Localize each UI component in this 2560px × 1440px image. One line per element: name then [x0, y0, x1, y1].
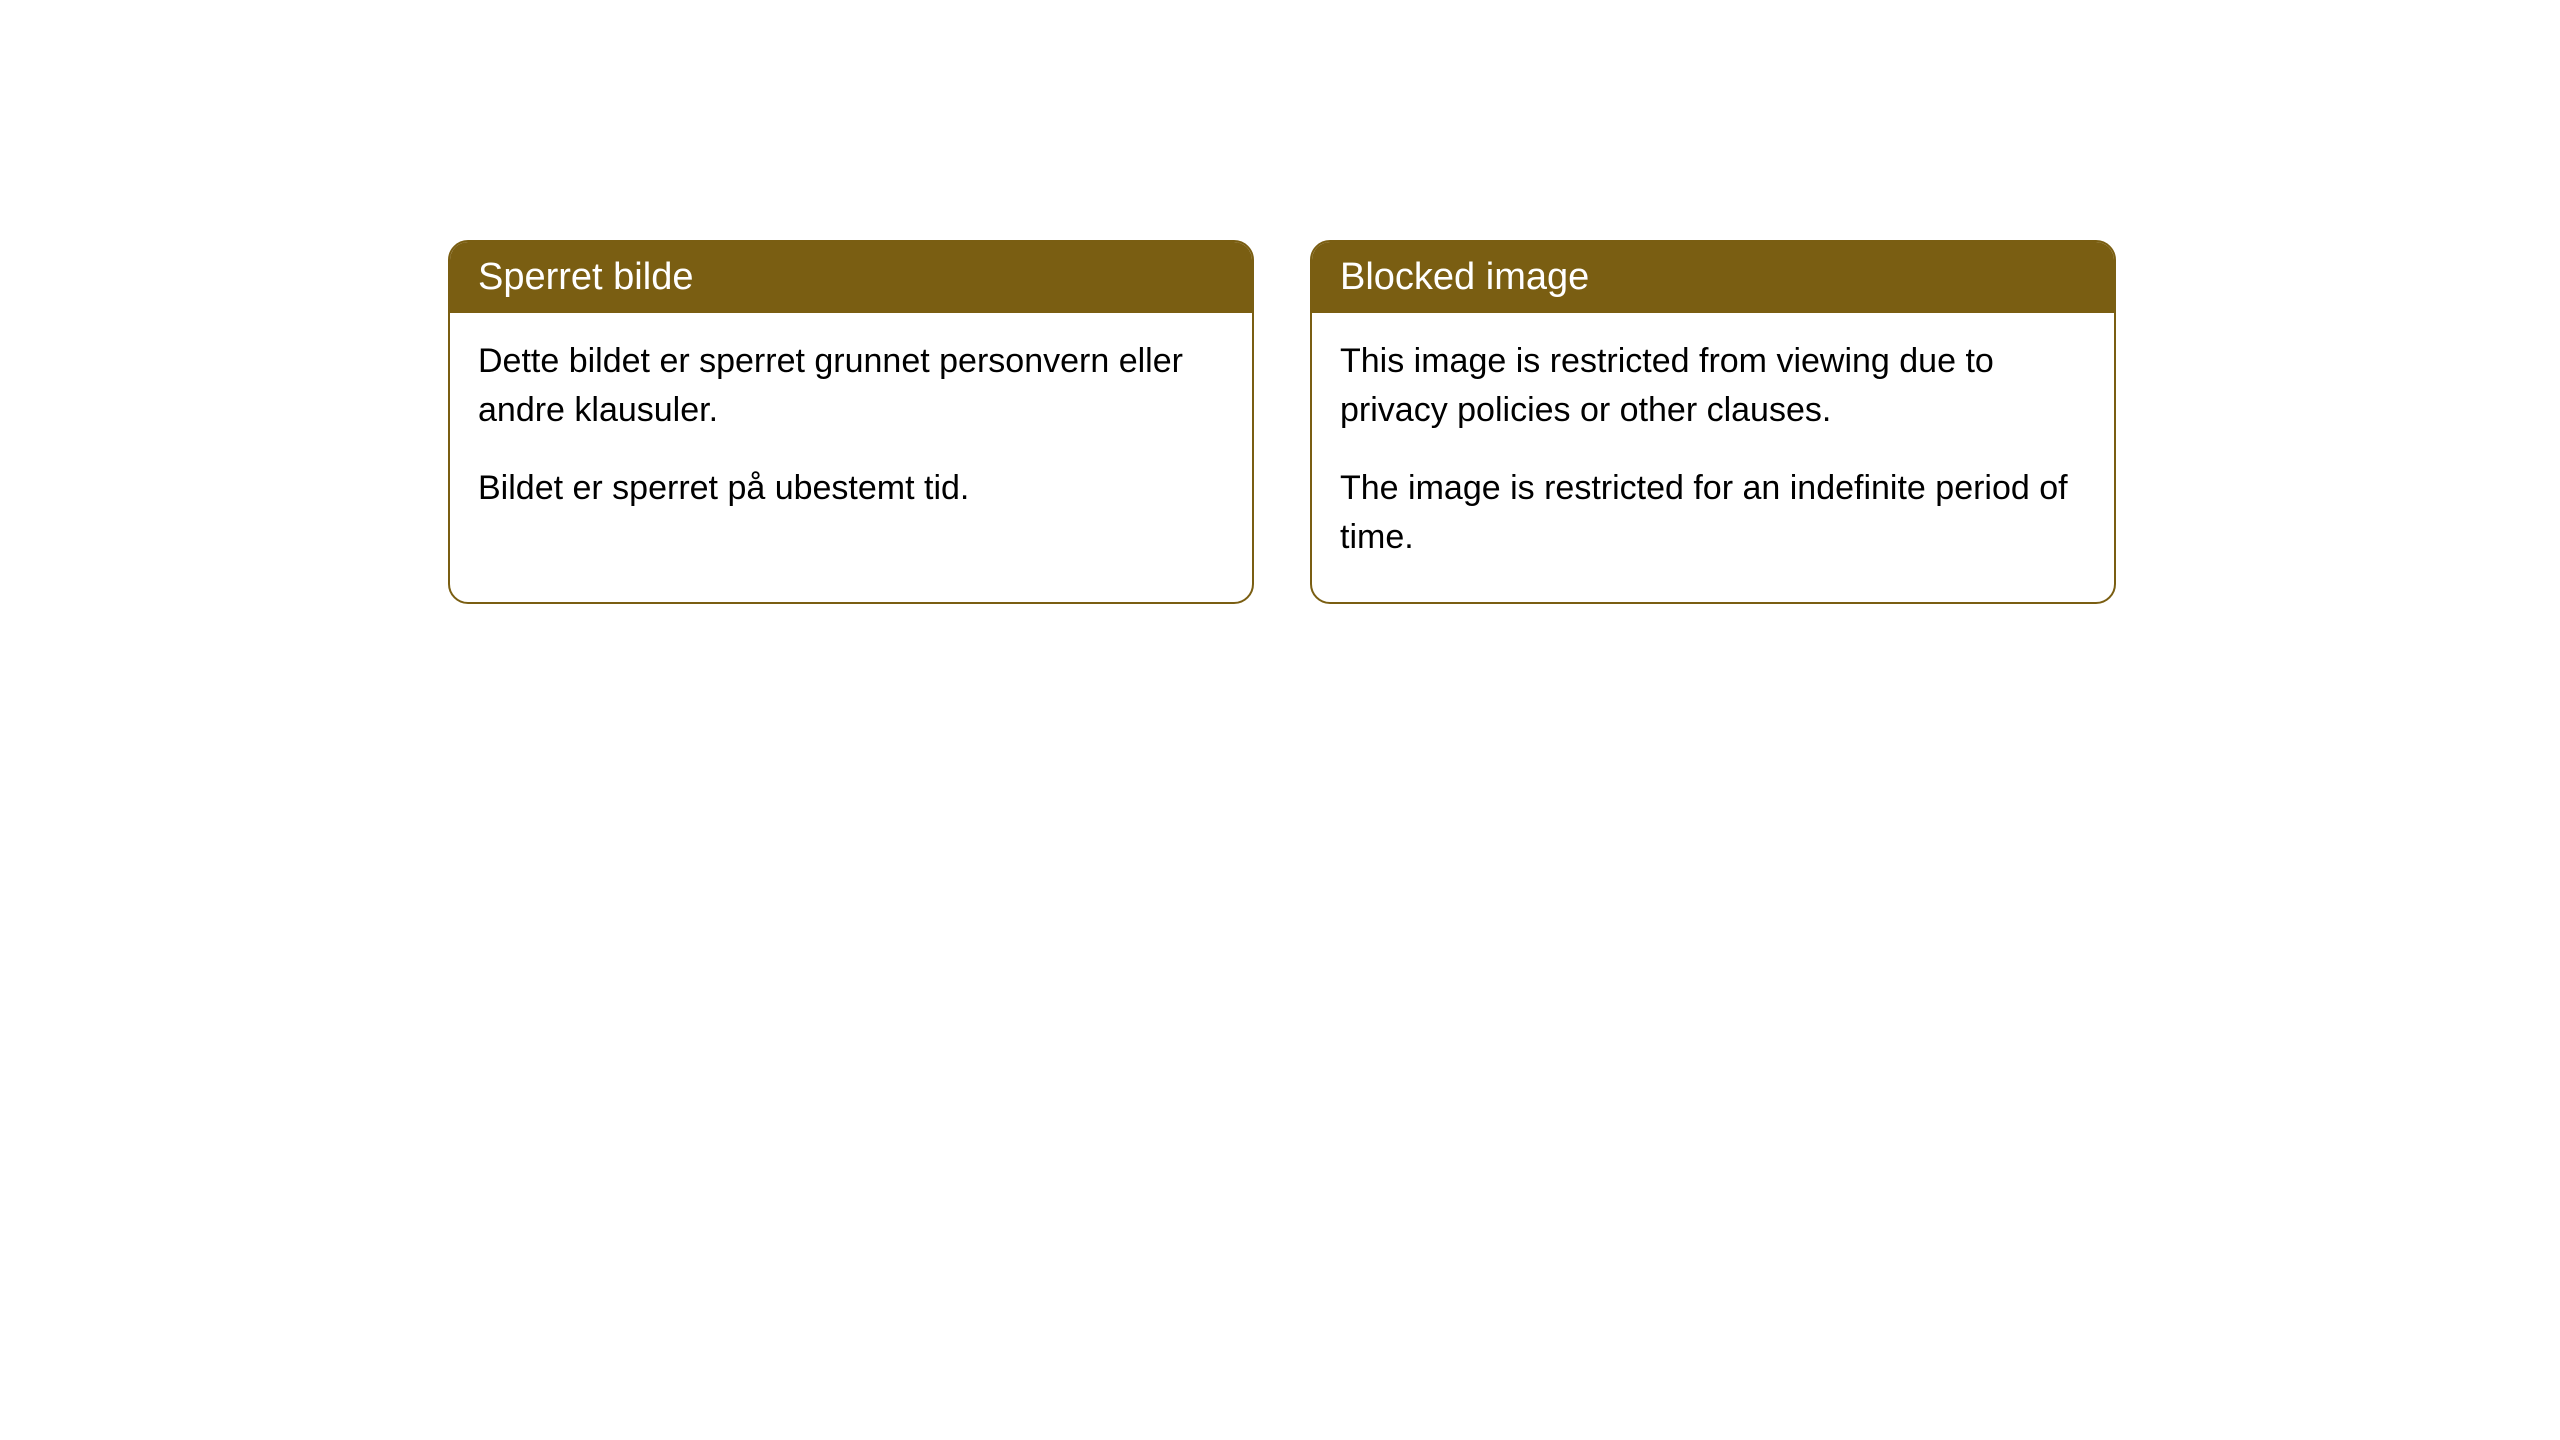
card-title: Blocked image	[1340, 256, 1589, 298]
card-paragraph: This image is restricted from viewing du…	[1340, 337, 2086, 436]
blocked-image-card-norwegian: Sperret bilde Dette bildet er sperret gr…	[448, 240, 1254, 604]
card-paragraph: The image is restricted for an indefinit…	[1340, 464, 2086, 563]
card-paragraph: Bildet er sperret på ubestemt tid.	[478, 464, 1224, 513]
card-body: This image is restricted from viewing du…	[1312, 313, 2114, 602]
card-paragraph: Dette bildet er sperret grunnet personve…	[478, 337, 1224, 436]
cards-container: Sperret bilde Dette bildet er sperret gr…	[448, 240, 2560, 604]
card-title: Sperret bilde	[478, 256, 693, 298]
card-header: Blocked image	[1312, 242, 2114, 313]
card-header: Sperret bilde	[450, 242, 1252, 313]
card-body: Dette bildet er sperret grunnet personve…	[450, 313, 1252, 553]
blocked-image-card-english: Blocked image This image is restricted f…	[1310, 240, 2116, 604]
